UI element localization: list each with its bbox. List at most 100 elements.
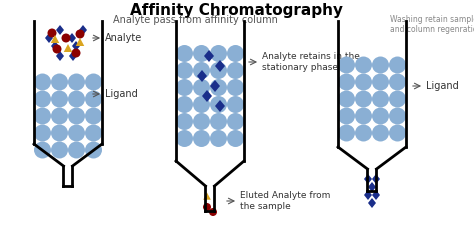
Text: Analyte pass from affinity column: Analyte pass from affinity column	[112, 15, 277, 25]
Circle shape	[193, 130, 210, 147]
Polygon shape	[56, 25, 64, 35]
Circle shape	[51, 107, 68, 124]
Polygon shape	[372, 174, 380, 184]
Circle shape	[68, 124, 85, 142]
Circle shape	[338, 107, 355, 124]
Text: Washing retain sample elution
and column regenration: Washing retain sample elution and column…	[390, 15, 474, 34]
Text: Analyte: Analyte	[105, 33, 142, 43]
Polygon shape	[203, 193, 211, 200]
Polygon shape	[45, 33, 53, 43]
Polygon shape	[51, 41, 59, 51]
Circle shape	[227, 130, 244, 147]
Circle shape	[209, 208, 217, 216]
Polygon shape	[204, 50, 214, 62]
Circle shape	[34, 73, 51, 91]
Circle shape	[176, 79, 193, 96]
Circle shape	[193, 62, 210, 79]
Circle shape	[193, 96, 210, 113]
Circle shape	[227, 113, 244, 130]
Polygon shape	[76, 38, 84, 46]
Polygon shape	[197, 70, 207, 82]
Circle shape	[338, 91, 355, 107]
Circle shape	[227, 45, 244, 62]
Circle shape	[338, 73, 355, 91]
Circle shape	[355, 107, 372, 124]
Circle shape	[51, 124, 68, 142]
Circle shape	[389, 56, 406, 73]
Circle shape	[193, 45, 210, 62]
Circle shape	[355, 124, 372, 142]
Circle shape	[68, 107, 85, 124]
Polygon shape	[72, 41, 80, 51]
Circle shape	[389, 73, 406, 91]
Circle shape	[51, 142, 68, 158]
Circle shape	[355, 91, 372, 107]
Circle shape	[338, 124, 355, 142]
Circle shape	[210, 96, 227, 113]
Circle shape	[355, 73, 372, 91]
Polygon shape	[176, 21, 244, 186]
Circle shape	[176, 130, 193, 147]
Polygon shape	[215, 100, 225, 112]
Circle shape	[227, 62, 244, 79]
Circle shape	[372, 91, 389, 107]
Polygon shape	[368, 182, 376, 192]
Circle shape	[227, 96, 244, 113]
Circle shape	[85, 91, 102, 107]
Polygon shape	[56, 51, 64, 61]
Circle shape	[338, 56, 355, 73]
Circle shape	[34, 91, 51, 107]
Circle shape	[53, 44, 62, 54]
Circle shape	[34, 124, 51, 142]
Circle shape	[47, 29, 56, 37]
Polygon shape	[51, 35, 59, 43]
Polygon shape	[64, 166, 73, 186]
Circle shape	[176, 96, 193, 113]
Circle shape	[193, 113, 210, 130]
Polygon shape	[79, 25, 87, 35]
Circle shape	[68, 142, 85, 158]
Circle shape	[372, 107, 389, 124]
Circle shape	[210, 62, 227, 79]
Text: Ligand: Ligand	[426, 81, 459, 91]
Polygon shape	[364, 174, 372, 184]
Polygon shape	[206, 186, 215, 211]
Text: Analyte retains in the
stationary phase: Analyte retains in the stationary phase	[262, 52, 360, 72]
Circle shape	[176, 45, 193, 62]
Circle shape	[85, 73, 102, 91]
Circle shape	[34, 107, 51, 124]
Circle shape	[210, 79, 227, 96]
Circle shape	[210, 45, 227, 62]
Circle shape	[85, 124, 102, 142]
Polygon shape	[367, 169, 376, 191]
Circle shape	[389, 91, 406, 107]
Text: Affinity Chromatography: Affinity Chromatography	[130, 3, 344, 18]
Polygon shape	[210, 80, 220, 92]
Circle shape	[68, 91, 85, 107]
Circle shape	[34, 142, 51, 158]
Circle shape	[227, 79, 244, 96]
Circle shape	[75, 29, 84, 39]
Circle shape	[51, 73, 68, 91]
Circle shape	[68, 73, 85, 91]
Circle shape	[372, 56, 389, 73]
Circle shape	[193, 79, 210, 96]
Circle shape	[85, 107, 102, 124]
Circle shape	[72, 48, 81, 58]
Polygon shape	[34, 21, 102, 166]
Circle shape	[210, 130, 227, 147]
Circle shape	[372, 73, 389, 91]
Polygon shape	[368, 198, 376, 208]
Circle shape	[176, 62, 193, 79]
Circle shape	[203, 203, 211, 211]
Circle shape	[210, 113, 227, 130]
Circle shape	[389, 107, 406, 124]
Text: Eluted Analyte from
the sample: Eluted Analyte from the sample	[240, 191, 330, 211]
Text: Ligand: Ligand	[105, 89, 138, 99]
Circle shape	[176, 113, 193, 130]
Circle shape	[355, 56, 372, 73]
Polygon shape	[68, 33, 76, 43]
Circle shape	[51, 91, 68, 107]
Polygon shape	[338, 21, 406, 169]
Circle shape	[389, 124, 406, 142]
